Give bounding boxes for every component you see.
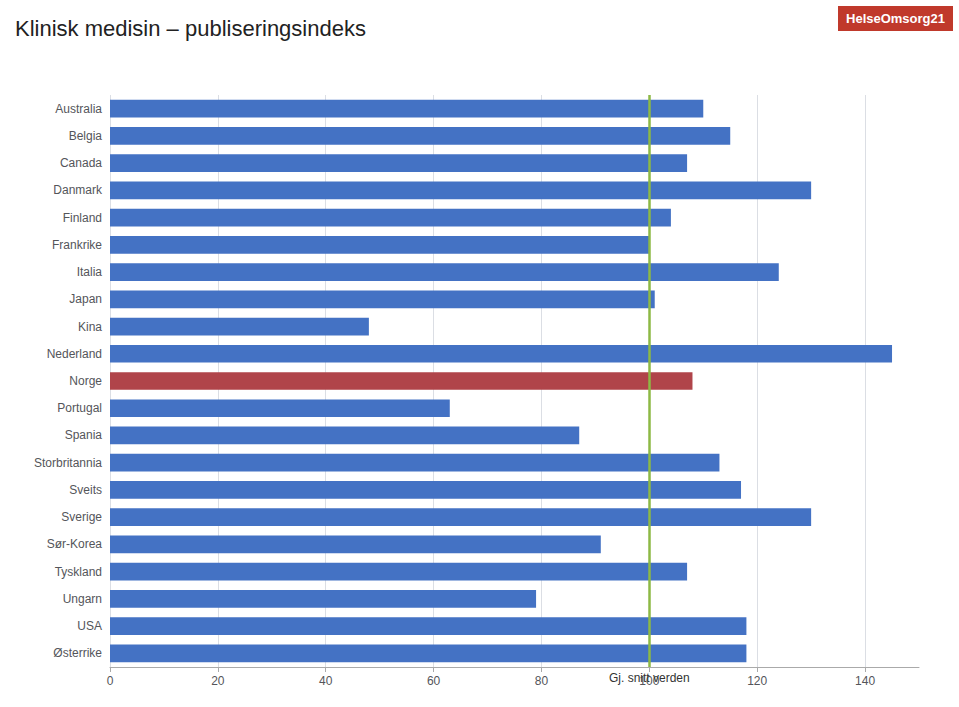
svg-text:Australia: Australia	[55, 102, 102, 116]
svg-text:20: 20	[211, 674, 225, 688]
svg-text:Tyskland: Tyskland	[55, 565, 102, 579]
svg-text:USA: USA	[77, 619, 102, 633]
svg-text:Danmark: Danmark	[53, 183, 103, 197]
svg-text:Ungarn: Ungarn	[63, 592, 102, 606]
svg-text:80: 80	[535, 674, 549, 688]
svg-text:Japan: Japan	[69, 292, 102, 306]
svg-text:Gj. snitt verden: Gj. snitt verden	[609, 671, 690, 685]
svg-text:Storbritannia: Storbritannia	[34, 456, 102, 470]
svg-text:Canada: Canada	[60, 156, 102, 170]
svg-text:Frankrike: Frankrike	[52, 238, 102, 252]
svg-text:Italia: Italia	[77, 265, 103, 279]
svg-text:Klinisk medisin – publiserings: Klinisk medisin – publiseringsindeks	[15, 16, 366, 41]
svg-text:Østerrike: Østerrike	[53, 646, 102, 660]
svg-text:0: 0	[107, 674, 114, 688]
svg-text:HelseOmsorg21: HelseOmsorg21	[846, 11, 945, 26]
svg-text:Sør-Korea: Sør-Korea	[47, 537, 103, 551]
svg-text:Spania: Spania	[65, 428, 103, 442]
svg-text:Sverige: Sverige	[61, 510, 102, 524]
svg-text:40: 40	[319, 674, 333, 688]
svg-text:120: 120	[747, 674, 767, 688]
svg-text:Kina: Kina	[78, 320, 102, 334]
svg-text:Nederland: Nederland	[47, 347, 102, 361]
svg-text:Belgia: Belgia	[69, 129, 103, 143]
svg-text:60: 60	[427, 674, 441, 688]
svg-text:Norge: Norge	[69, 374, 102, 388]
svg-text:Finland: Finland	[63, 211, 102, 225]
svg-text:Sveits: Sveits	[69, 483, 102, 497]
svg-text:140: 140	[855, 674, 875, 688]
svg-text:Portugal: Portugal	[57, 401, 102, 415]
